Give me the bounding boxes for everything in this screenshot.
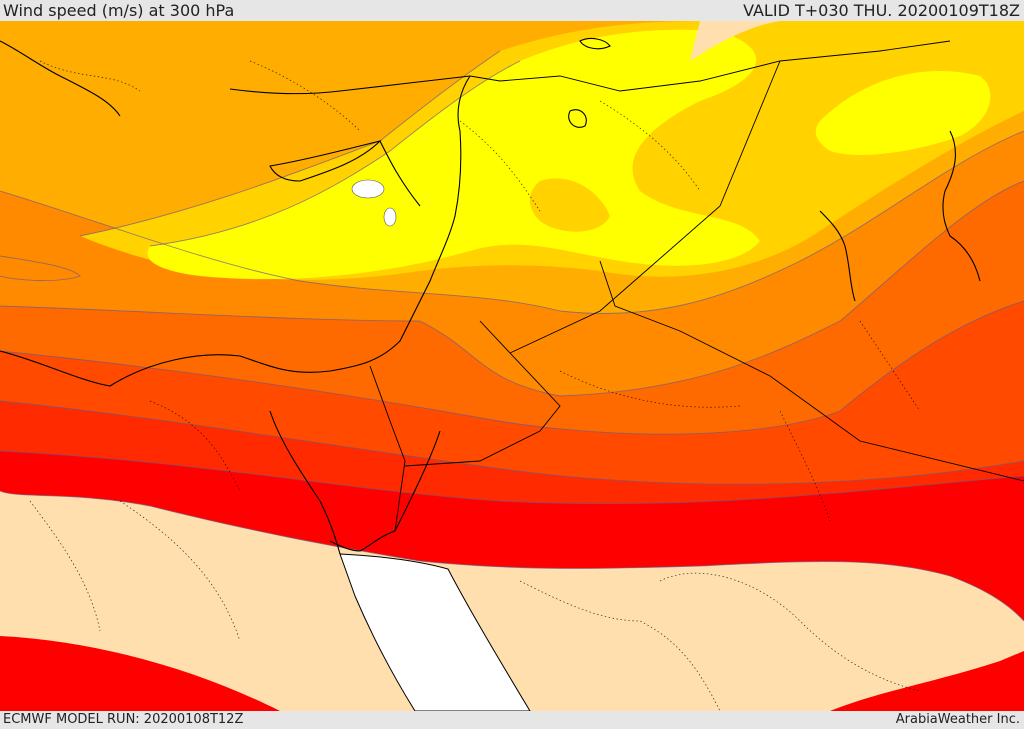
band-red-sw — [0, 636, 280, 711]
model-run: ECMWF MODEL RUN: 20200108T12Z — [3, 712, 244, 727]
valid-time: VALID T+030 THU. 20200109T18Z — [743, 1, 1020, 20]
band-beige-south — [0, 491, 1024, 711]
internal-boundaries — [29, 60, 921, 712]
country-borders — [369, 40, 1024, 532]
wind-speed-map[interactable] — [0, 21, 1024, 712]
band-yellow-east — [815, 71, 991, 156]
core-pocket-1 — [351, 179, 385, 199]
band-gold-inner — [529, 178, 610, 232]
red-sea — [339, 553, 531, 712]
coastlines — [0, 37, 981, 555]
band-red-se — [830, 651, 1024, 711]
header-bar: Wind speed (m/s) at 300 hPa VALID T+030 … — [0, 0, 1024, 21]
isotach-contours — [0, 50, 1024, 622]
core-pocket-2 — [383, 207, 397, 227]
map-title: Wind speed (m/s) at 300 hPa — [3, 1, 235, 20]
map-canvas — [0, 21, 1024, 712]
footer-bar: ECMWF MODEL RUN: 20200108T12Z ArabiaWeat… — [0, 711, 1024, 729]
credit-label: ArabiaWeather Inc. — [895, 712, 1020, 727]
band-beige-northeast — [690, 21, 780, 61]
